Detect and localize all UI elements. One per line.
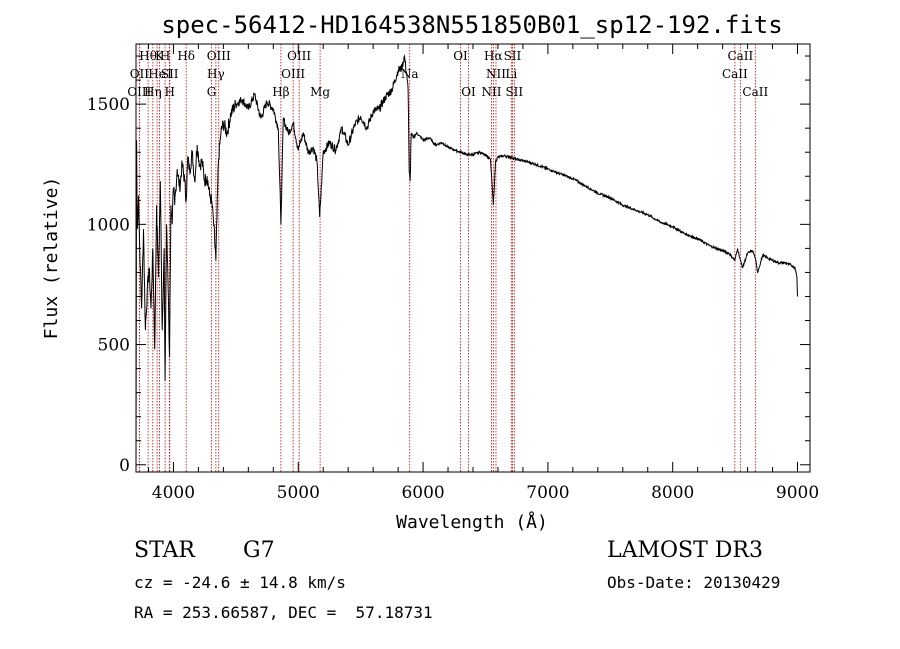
y-tick-label: 0 [119, 456, 130, 476]
spectral-line-label: NII [481, 85, 501, 99]
spectral-line-label: CaII [722, 67, 748, 81]
spectral-line-label: OIII [287, 49, 311, 63]
spectral-line-label: H [164, 85, 174, 99]
observation-date: Obs-Date: 20130429 [607, 573, 781, 592]
spectral-line-label: CaII [742, 85, 768, 99]
spectral-line-label: G [207, 85, 217, 99]
spectral-line-label: SII [161, 67, 179, 81]
spectral-line-label: Na [401, 67, 419, 81]
redshift-value: cz = -24.6 ± 14.8 km/s [134, 573, 346, 592]
spectral-line-label: He [148, 67, 166, 81]
spectral-line-label: K [155, 49, 165, 63]
spectral-line-label: OIII [207, 49, 231, 63]
spectral-line-label: OII [130, 67, 150, 81]
spectral-subclass: G7 [243, 538, 275, 563]
x-tick-label: 6000 [401, 483, 444, 503]
object-type: STAR [134, 538, 195, 563]
spectral-line-label: I [167, 67, 172, 81]
spectral-line-label: Hγ [207, 67, 225, 81]
x-tick-label: 5000 [277, 483, 320, 503]
spectral-line-label: NII [486, 67, 506, 81]
coordinates: RA = 253.66587, DEC = 57.18731 [134, 603, 433, 622]
spectral-line-label: Hθ [139, 49, 157, 63]
spectral-line-label: H [160, 49, 170, 63]
plot-frame [135, 43, 811, 473]
y-tick-label: 1500 [87, 95, 130, 115]
x-tick-label: 7000 [526, 483, 569, 503]
y-axis: 0 500 1000 1500 [87, 55, 810, 476]
spectral-line-label: Hδ [177, 49, 195, 63]
chart-title: spec-56412-HD164538N551850B01_sp12-192.f… [161, 11, 782, 39]
spectral-line-label: Li [505, 67, 517, 81]
spectral-line-label: OI [461, 85, 476, 99]
x-axis: 4000 5000 6000 7000 8000 9000 [147, 44, 819, 503]
flux-series-line [135, 54, 798, 465]
y-axis-label: Flux (relative) [41, 177, 62, 340]
x-tick-label: 9000 [776, 483, 819, 503]
spectral-line-label: Mg [310, 85, 330, 99]
spectral-line-label: CaII [727, 49, 753, 63]
x-axis-label: Wavelength (Å) [396, 511, 548, 533]
spectral-line-label: Hη [144, 85, 162, 99]
spectral-line-label: Hα [484, 49, 503, 63]
spectral-line-label: SII [504, 49, 522, 63]
spectral-line-label: OIII [281, 67, 305, 81]
spectral-line-label: Hβ [272, 85, 289, 99]
x-tick-label: 4000 [152, 483, 195, 503]
spectral-line-label: OIII [127, 85, 151, 99]
spectral-line-label: OI [453, 49, 468, 63]
x-tick-label: 8000 [651, 483, 694, 503]
y-tick-label: 500 [98, 336, 130, 356]
y-tick-label: 1000 [87, 215, 130, 235]
spectral-line-label: SII [505, 85, 523, 99]
survey-name: LAMOST DR3 [607, 538, 763, 563]
spectrum-chart: spec-56412-HD164538N551850B01_sp12-192.f… [41, 11, 819, 533]
